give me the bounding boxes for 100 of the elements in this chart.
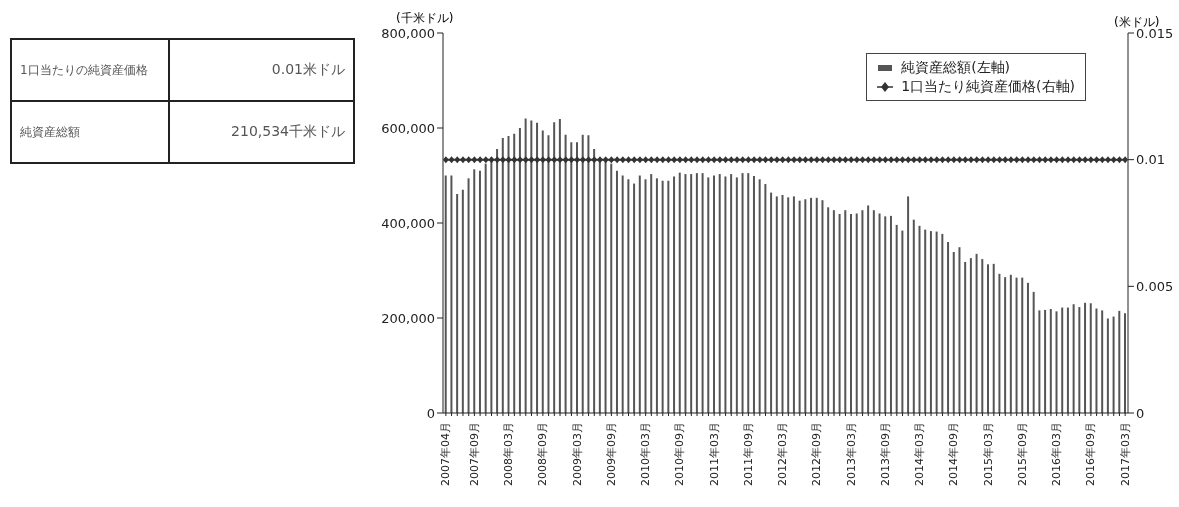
bar <box>718 174 721 413</box>
y-tick-label: 800,000 <box>381 25 435 41</box>
bar <box>918 225 921 413</box>
bar <box>444 175 447 413</box>
bar <box>827 207 830 413</box>
bar <box>1009 274 1012 413</box>
bar <box>804 199 807 413</box>
bar <box>1049 308 1052 413</box>
bar <box>564 134 567 413</box>
bar <box>889 215 892 413</box>
bar <box>695 173 698 413</box>
bar <box>987 264 989 413</box>
bar <box>1044 309 1047 413</box>
bar <box>615 170 618 413</box>
bar <box>758 179 761 413</box>
bar <box>1004 277 1007 413</box>
legend-label: 1口当たり純資産価格(右軸) <box>901 77 1075 96</box>
bar <box>524 118 527 413</box>
bar <box>787 197 790 413</box>
bar <box>998 273 1001 413</box>
bar <box>684 174 687 413</box>
bar <box>884 216 887 413</box>
bar <box>929 231 932 413</box>
bar <box>764 184 767 413</box>
y2-tick-label: 0.01 <box>1136 152 1165 168</box>
y2-tick-label: 0.005 <box>1136 278 1174 294</box>
bar <box>541 130 544 413</box>
y-tick-label: 600,000 <box>381 120 435 136</box>
bar <box>478 170 481 413</box>
bar <box>501 137 504 413</box>
bar <box>593 148 596 413</box>
bar <box>1026 282 1029 413</box>
bar <box>1124 313 1126 413</box>
bar <box>581 134 584 413</box>
x-tick-label: 2008年03月 <box>502 422 516 486</box>
bar <box>855 213 858 413</box>
y-tick-label: 200,000 <box>381 310 435 326</box>
bar <box>1078 307 1081 413</box>
bar <box>895 224 898 413</box>
bar <box>570 142 573 413</box>
y-axis-title: (千米ドル) <box>396 10 454 27</box>
bar <box>844 210 847 413</box>
bar <box>878 213 881 413</box>
x-tick-label: 2007年04月 <box>439 422 453 486</box>
bar <box>576 142 578 413</box>
bar <box>633 183 636 413</box>
bar <box>461 189 464 413</box>
bar <box>1066 307 1069 413</box>
bar <box>1106 318 1109 413</box>
bar <box>713 175 715 413</box>
bar <box>467 178 470 413</box>
bar <box>473 169 476 413</box>
bar <box>792 196 795 413</box>
bar <box>901 230 904 413</box>
bar <box>1089 303 1092 413</box>
bar <box>530 120 533 413</box>
bar <box>775 196 778 413</box>
bar <box>770 192 773 413</box>
bar <box>667 180 670 413</box>
bar <box>621 175 624 413</box>
bar <box>518 128 521 413</box>
bar <box>952 251 955 413</box>
bar <box>553 122 556 413</box>
bar <box>850 213 852 413</box>
bar <box>638 175 641 413</box>
bar <box>707 177 710 413</box>
bar <box>907 196 910 413</box>
bar <box>1061 307 1064 413</box>
bar <box>1038 310 1041 413</box>
bar <box>650 174 653 413</box>
bar <box>678 172 681 413</box>
bar <box>456 194 459 413</box>
bar <box>958 247 961 413</box>
bar <box>1015 277 1018 413</box>
bar <box>975 253 978 413</box>
bar <box>507 136 510 413</box>
x-tick-label: 2016年03月 <box>1050 422 1064 486</box>
y2-axis-title: (米ドル) <box>1114 14 1160 29</box>
x-tick-label: 2011年03月 <box>707 422 721 486</box>
bar <box>735 177 738 413</box>
bar <box>1072 304 1075 413</box>
bar <box>935 231 938 413</box>
bar <box>655 178 658 413</box>
x-tick-label: 2007年09月 <box>467 422 481 486</box>
bar <box>912 219 915 413</box>
bar <box>747 173 750 413</box>
x-tick-label: 2013年03月 <box>844 422 858 486</box>
bar <box>627 179 630 413</box>
bar <box>673 176 676 413</box>
x-tick-label: 2010年03月 <box>639 422 653 486</box>
y-tick-label: 400,000 <box>381 215 435 231</box>
bar <box>724 176 727 413</box>
x-tick-label: 2011年09月 <box>741 422 755 486</box>
bar <box>1112 316 1115 413</box>
x-tick-label: 2016年09月 <box>1084 422 1098 486</box>
bar <box>730 174 733 413</box>
info-table: 1口当たりの純資産価格 0.01米ドル 純資産総額 210,534千米ドル <box>10 38 355 164</box>
legend-label: 純資産総額(左軸) <box>901 58 1011 77</box>
bar <box>547 135 550 413</box>
bar <box>781 194 784 413</box>
